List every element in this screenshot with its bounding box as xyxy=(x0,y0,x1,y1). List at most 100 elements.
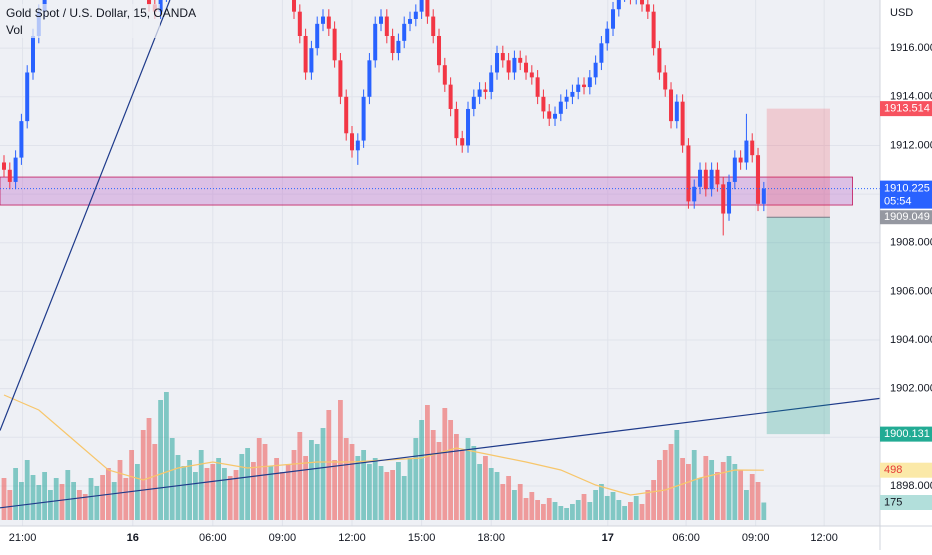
volume-bar xyxy=(24,460,30,520)
volume-bar xyxy=(755,482,761,520)
volume-bar xyxy=(401,476,407,520)
last-price-bg xyxy=(880,180,932,209)
volume-bar xyxy=(512,490,517,520)
x-tick-label: 18:00 xyxy=(477,532,505,544)
candle-body xyxy=(477,89,482,97)
candle-body xyxy=(297,11,302,36)
volume-bar xyxy=(697,478,703,520)
volume-bar xyxy=(680,458,686,520)
candle-body xyxy=(547,111,552,119)
volume-bar xyxy=(378,466,384,520)
volume-bar xyxy=(303,456,309,520)
candle-body xyxy=(309,48,314,73)
volume-bar xyxy=(604,496,610,520)
candle-body xyxy=(344,96,349,134)
candle-body xyxy=(599,43,604,63)
volume-bar xyxy=(709,460,715,520)
candle-body xyxy=(390,35,395,54)
volume-bar xyxy=(338,400,343,520)
volume-bar xyxy=(88,478,94,520)
volume-bar xyxy=(30,475,36,520)
volume-bar xyxy=(204,468,210,520)
volume-bar xyxy=(593,490,599,520)
y-tick-label: 1908.000 xyxy=(890,237,932,249)
candle-body xyxy=(506,60,511,73)
volume-bar xyxy=(320,428,326,520)
candle-body xyxy=(611,9,616,29)
volume-bar xyxy=(546,498,552,520)
volume-bar xyxy=(42,472,48,520)
volume-bar xyxy=(158,400,164,520)
candle-body xyxy=(709,169,714,190)
volume-bar xyxy=(227,476,233,520)
volume-label: 175 xyxy=(884,496,902,508)
y-tick-label: 1906.000 xyxy=(890,285,932,297)
stop-label-bg xyxy=(880,101,932,117)
volume-bar xyxy=(71,482,77,520)
volume-bar xyxy=(285,464,291,520)
candle-body xyxy=(495,53,500,73)
volume-bar xyxy=(570,504,575,520)
candle-body xyxy=(384,16,389,36)
volume-bar xyxy=(517,484,523,520)
volume-bar xyxy=(13,468,19,520)
candle-body xyxy=(321,16,326,24)
candle-body xyxy=(355,140,360,151)
volume-bar xyxy=(262,444,268,520)
volume-bar xyxy=(720,462,726,520)
target-zone xyxy=(766,217,830,435)
volume-bar xyxy=(738,470,744,520)
candle-body xyxy=(454,108,459,139)
volume-bar xyxy=(448,420,454,520)
volume-bar xyxy=(488,468,494,520)
candle-body xyxy=(669,89,674,122)
volume-bar xyxy=(187,460,193,520)
x-tick-label: 12:00 xyxy=(338,532,366,544)
candle-body xyxy=(663,72,668,90)
volume-bar xyxy=(181,466,187,520)
candle-body xyxy=(471,96,476,109)
volume-bar xyxy=(529,492,535,520)
candle-body xyxy=(605,28,610,44)
volume-bar xyxy=(622,506,628,520)
candle-body xyxy=(338,60,343,97)
candle-body xyxy=(315,23,320,49)
volume-bar xyxy=(268,466,274,520)
x-tick-label: 12:00 xyxy=(810,532,838,544)
volume-bar xyxy=(587,502,593,520)
candle-body xyxy=(350,133,355,151)
candle-body xyxy=(576,84,581,92)
volume-bar xyxy=(314,444,320,520)
candle-body xyxy=(402,23,407,41)
volume-bar xyxy=(425,405,430,520)
candle-body xyxy=(744,140,749,163)
y-tick-label: 1902.000 xyxy=(890,383,932,395)
volume-bar xyxy=(703,456,709,520)
volume-bar xyxy=(575,500,581,520)
volume-bar xyxy=(140,430,146,520)
plot xyxy=(0,0,880,520)
candle-body xyxy=(732,157,737,182)
y-tick-label: 1916.000 xyxy=(890,42,932,54)
candle-body xyxy=(558,101,563,114)
x-tick-label: 15:00 xyxy=(408,532,436,544)
target-label-bg xyxy=(880,426,932,442)
volume-bar xyxy=(732,464,738,520)
volume-bar xyxy=(506,476,512,520)
volume-bar xyxy=(48,490,53,520)
candle-body xyxy=(570,91,575,97)
candle-body xyxy=(31,35,36,73)
volume-bar xyxy=(361,450,367,520)
candle-body xyxy=(13,157,18,182)
indicator-name: Vol xyxy=(6,23,23,37)
ma-label-bg xyxy=(880,462,932,478)
candle-body xyxy=(303,35,308,73)
volume-bar xyxy=(198,450,204,520)
x-tick-label: 16 xyxy=(127,532,139,544)
candle-body xyxy=(361,96,366,141)
volume-bar xyxy=(419,420,425,520)
volume-bar xyxy=(146,418,152,520)
candle-body xyxy=(19,121,24,158)
candle-body xyxy=(367,60,372,97)
